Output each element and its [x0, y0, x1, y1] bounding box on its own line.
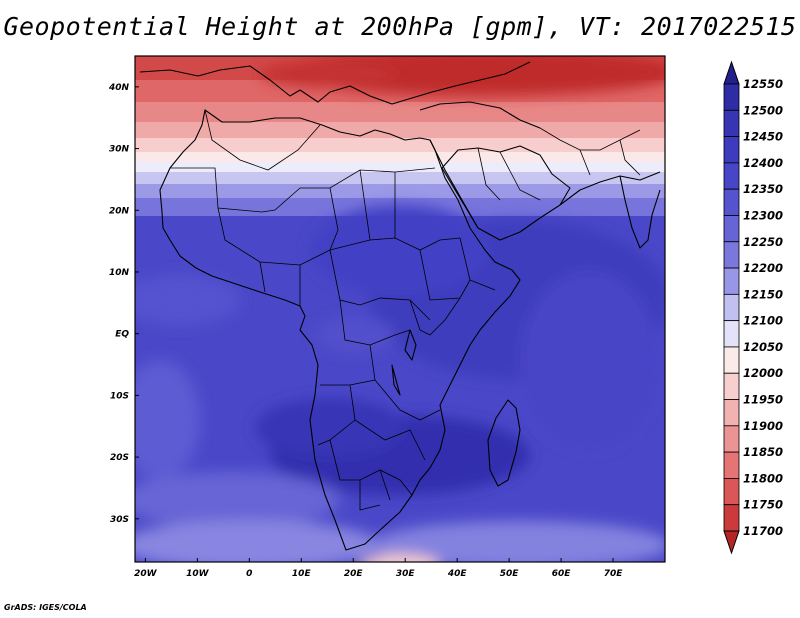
colorbar-label: 11800: [743, 471, 783, 485]
longitude-axis: 20W 10W 0 10E 20E 30E 40E 50E 60E 70E: [134, 558, 623, 579]
lon-tick-label: 60E: [552, 569, 572, 579]
lon-tick-label: 0: [246, 569, 252, 579]
colorbar-label: 12250: [743, 235, 783, 249]
lat-tick-label: 10N: [109, 268, 130, 278]
lon-tick-label: 10W: [186, 569, 210, 579]
lat-tick-label: EQ: [115, 330, 129, 340]
plot-frame: [134, 55, 666, 563]
colorbar-label: 12550: [743, 77, 783, 91]
colorbar-label: 12200: [743, 261, 783, 275]
colorbar-label: 12100: [743, 314, 783, 328]
lon-tick-label: 40E: [447, 569, 468, 579]
colorbar-segment: [723, 372, 740, 400]
colorbar-label: 11900: [743, 419, 783, 433]
colorbar-segment: [723, 399, 740, 427]
lat-tick-label: 10S: [110, 391, 129, 401]
lon-tick-label: 70E: [604, 569, 624, 579]
lat-tick-label: 20S: [110, 453, 129, 463]
colorbar-segment: [723, 478, 740, 506]
colorbar-label: 12050: [743, 340, 783, 354]
colorbar-segment: [723, 451, 740, 479]
colorbar-label: 12400: [743, 156, 783, 170]
colorbar-label: 11700: [743, 524, 783, 538]
colorbar-segment: [723, 109, 740, 137]
colorbar-label: 11750: [743, 498, 783, 512]
colorbar-segment: [723, 504, 740, 532]
lon-tick-label: 10E: [292, 569, 312, 579]
country-borders: [170, 109, 641, 511]
colorbar-segment: [723, 346, 740, 374]
colorbar-segment: [723, 188, 740, 216]
colorbar-label: 12350: [743, 182, 783, 196]
colorbar-segment: [723, 293, 740, 322]
colorbar-label: 11850: [743, 445, 783, 459]
colorbar-segment: [723, 320, 740, 348]
lat-tick-label: 30S: [110, 515, 129, 525]
colorbar-segment: [723, 241, 740, 269]
colorbar-segment: [723, 425, 740, 453]
colorbar: 12550 12500 12450 12400 12350 12300 12250 12200…: [723, 60, 783, 555]
lon-tick-label: 20E: [344, 569, 364, 579]
colorbar-top-arrow: [723, 60, 740, 85]
coastlines: [139, 61, 661, 551]
lat-tick-label: 30N: [109, 145, 130, 155]
colorbar-segment: [723, 136, 740, 164]
colorbar-label: 11950: [743, 393, 783, 407]
colorbar-label: 12000: [743, 366, 783, 380]
latitude-axis: 40N 30N 20N 10N EQ 10S 20S 30S: [108, 83, 139, 525]
lat-tick-label: 40N: [108, 83, 130, 93]
grads-credit: GrADS: IGES/COLA: [4, 603, 87, 612]
colorbar-bottom-arrow: [723, 530, 740, 555]
colorbar-label: 12300: [743, 208, 783, 222]
colorbar-label: 12450: [743, 130, 783, 144]
height-field: [135, 56, 665, 562]
map-title: Geopotential Height at 200hPa [gpm], VT:…: [3, 12, 797, 41]
lon-tick-label: 30E: [396, 569, 416, 579]
colorbar-label: 12500: [743, 103, 783, 117]
colorbar-segment: [723, 162, 740, 190]
lon-tick-label: 50E: [500, 569, 520, 579]
colorbar-segment: [723, 83, 740, 111]
lat-tick-label: 20N: [109, 206, 130, 216]
colorbar-segment: [723, 267, 740, 295]
lon-tick-label: 20W: [134, 569, 158, 579]
colorbar-segment: [723, 215, 740, 243]
colorbar-label: 12150: [743, 287, 783, 301]
